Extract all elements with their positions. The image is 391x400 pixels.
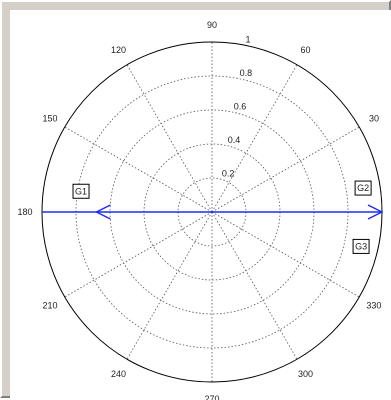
figure-canvas: 03060901201501802102402703003300.20.40.6… bbox=[10, 10, 391, 400]
r-label-0-6: 0.6 bbox=[234, 102, 247, 112]
r-label-1: 1 bbox=[246, 35, 251, 45]
grid-spoke-240 bbox=[126, 211, 213, 360]
marker-label-g1: G1 bbox=[75, 186, 87, 196]
theta-label-90: 90 bbox=[207, 20, 217, 30]
r-label-0-4: 0.4 bbox=[228, 135, 241, 145]
grid-spoke-300 bbox=[211, 211, 298, 360]
theta-label-300: 300 bbox=[298, 369, 313, 379]
theta-label-180: 180 bbox=[17, 207, 32, 217]
theta-label-210: 210 bbox=[43, 301, 58, 311]
series-arrowhead-0-right bbox=[367, 204, 384, 220]
r-label-0-8: 0.8 bbox=[240, 68, 253, 78]
marker-box-g3 bbox=[352, 238, 370, 254]
marker-box-g2 bbox=[354, 180, 372, 196]
theta-label-330: 330 bbox=[366, 301, 381, 311]
marker-label-g2: G2 bbox=[357, 183, 369, 193]
theta-label-150: 150 bbox=[43, 114, 58, 124]
polar-plot: 03060901201501802102402703003300.20.40.6… bbox=[17, 20, 384, 400]
r-label-0-2: 0.2 bbox=[222, 169, 235, 179]
series-arrowhead-0-left bbox=[94, 204, 111, 220]
theta-label-30: 30 bbox=[369, 114, 379, 124]
theta-label-60: 60 bbox=[300, 45, 310, 55]
marker-box-g1 bbox=[72, 183, 90, 199]
theta-label-120: 120 bbox=[111, 45, 126, 55]
grid-spoke-210 bbox=[64, 211, 213, 298]
grid-spoke-60 bbox=[211, 64, 298, 213]
grid-spoke-150 bbox=[64, 126, 213, 213]
theta-label-270: 270 bbox=[204, 394, 219, 400]
grid-spoke-30 bbox=[211, 126, 360, 213]
grid-spoke-120 bbox=[126, 64, 213, 213]
marker-label-g3: G3 bbox=[355, 241, 367, 251]
grid-spoke-330 bbox=[211, 211, 360, 298]
theta-label-240: 240 bbox=[111, 369, 126, 379]
